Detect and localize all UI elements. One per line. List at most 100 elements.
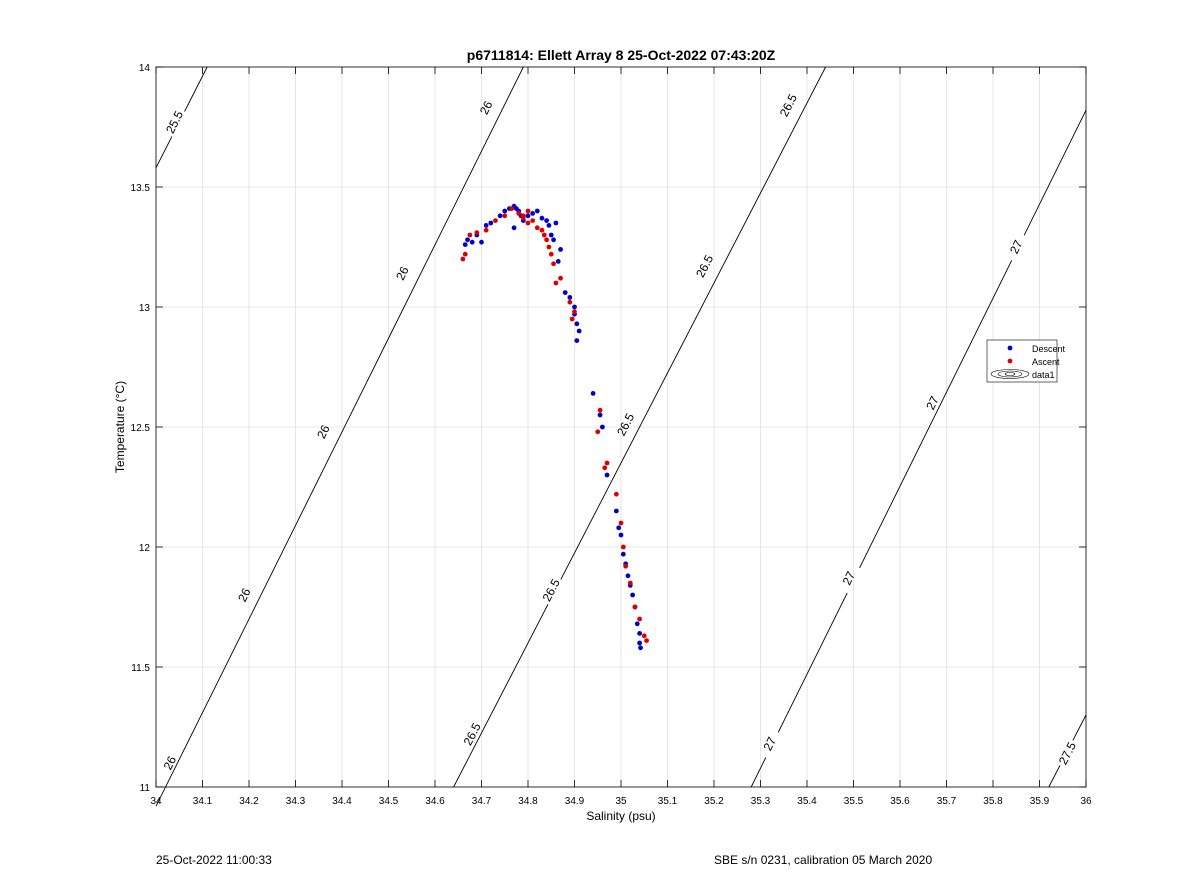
- footer-calibration: SBE s/n 0231, calibration 05 March 2020: [714, 853, 933, 867]
- descent-point: [534, 208, 540, 214]
- descent-point: [465, 237, 470, 243]
- x-tick-label: 35.6: [890, 796, 910, 807]
- x-tick-label: 35.3: [751, 796, 771, 807]
- x-tick-label: 34.4: [332, 796, 352, 807]
- descent-point: [530, 211, 536, 216]
- x-tick-label: 35.8: [983, 796, 1003, 807]
- descent-point: [590, 391, 596, 396]
- x-tick-label: 34.7: [472, 796, 492, 807]
- legend-descent-marker: [1007, 345, 1013, 351]
- ascent-point: [623, 563, 629, 569]
- y-tick-label: 11.5: [131, 663, 150, 674]
- descent-point: [551, 237, 556, 243]
- descent-point: [620, 551, 626, 557]
- ascent-point: [641, 633, 647, 639]
- y-axis-label: Temperature (°C): [113, 381, 127, 473]
- contour-line-27.5: [1048, 714, 1087, 788]
- x-tick-label: 34.8: [518, 796, 538, 807]
- descent-point: [625, 573, 631, 579]
- contour-line-27: [750, 110, 1087, 788]
- contour-line-26.5: [453, 66, 826, 788]
- ascent-point: [520, 213, 526, 219]
- descent-point: [637, 640, 642, 646]
- y-tick-label: 14: [139, 63, 151, 74]
- descent-point: [567, 295, 573, 300]
- y-tick-label: 11: [140, 783, 151, 794]
- legend-contour-icon: [990, 369, 1030, 379]
- legend-ascent-label: Ascent: [1032, 357, 1060, 367]
- ascent-point: [627, 580, 633, 586]
- contour-label-27.5: 27.5: [1056, 740, 1079, 767]
- x-tick-label: 34: [150, 796, 162, 807]
- ascent-point: [541, 232, 547, 238]
- descent-point: [613, 508, 619, 514]
- y-tick-label: 13: [139, 303, 151, 314]
- contour-label-26: 26: [393, 264, 412, 282]
- ascent-point: [569, 316, 575, 322]
- descent-point: [574, 338, 580, 343]
- ascent-point: [493, 218, 498, 224]
- descent-point: [483, 223, 489, 228]
- contour-label-26: 26: [477, 98, 496, 116]
- ascent-point: [546, 244, 552, 250]
- descent-point: [539, 215, 545, 221]
- ascent-point: [474, 230, 480, 236]
- contour-label-26: 26: [161, 754, 180, 772]
- descent-point: [502, 208, 508, 214]
- ascent-point: [595, 429, 601, 435]
- descent-point: [634, 621, 640, 627]
- y-tick-label: 13.5: [131, 183, 151, 194]
- x-tick-label: 35: [615, 796, 627, 807]
- legend-data1-label: data1: [1032, 370, 1055, 380]
- descent-point: [638, 645, 643, 651]
- x-tick-label: 34.9: [565, 796, 585, 807]
- descent-point: [572, 304, 577, 310]
- descent-point: [479, 239, 484, 245]
- ascent-point: [539, 227, 545, 233]
- descent-point: [548, 232, 554, 238]
- contour-label-26.5: 26.5: [461, 720, 484, 747]
- x-tick-label: 34.5: [379, 796, 399, 807]
- ascent-point: [604, 460, 610, 466]
- x-tick-label: 34.3: [286, 796, 306, 807]
- descent-point: [574, 321, 580, 327]
- descent-point: [469, 239, 475, 245]
- x-axis-label: Salinity (psu): [586, 809, 655, 823]
- ascent-point: [516, 211, 522, 216]
- contour-line-26: [155, 66, 524, 807]
- descent-point: [597, 412, 603, 418]
- ascent-point: [544, 237, 549, 243]
- x-tick-label: 36: [1080, 796, 1092, 807]
- ascent-point: [483, 227, 489, 233]
- x-tick-label: 35.9: [1030, 796, 1050, 807]
- x-tick-label: 34.6: [425, 796, 445, 807]
- ascent-point: [502, 213, 508, 219]
- descent-point: [600, 424, 605, 430]
- ascent-point: [572, 309, 577, 315]
- ascent-point: [534, 225, 540, 231]
- descent-point: [546, 223, 552, 228]
- contour-label-27: 27: [923, 394, 942, 412]
- ascent-point: [602, 465, 608, 471]
- contour-label-26.5: 26.5: [540, 576, 563, 603]
- ascent-point: [509, 206, 515, 212]
- contour-label-27: 27: [840, 569, 859, 587]
- x-tick-label: 34.2: [239, 796, 259, 807]
- descent-point: [525, 213, 531, 219]
- contour-label-25.5: 25.5: [163, 108, 186, 135]
- descent-point: [630, 592, 636, 598]
- contour-label-26.5: 26.5: [777, 92, 800, 119]
- contour-label-26.5: 26.5: [614, 411, 637, 438]
- ascent-point: [558, 275, 563, 281]
- descent-point: [637, 631, 642, 636]
- descent-point: [497, 213, 503, 219]
- contour-label-27: 27: [1007, 238, 1026, 256]
- ascent-point: [637, 616, 642, 622]
- x-tick-label: 35.5: [844, 796, 864, 807]
- descent-point: [462, 242, 468, 248]
- ascent-point: [525, 208, 531, 214]
- ascent-point: [460, 256, 466, 262]
- descent-point: [576, 328, 582, 334]
- ascent-point: [551, 261, 556, 267]
